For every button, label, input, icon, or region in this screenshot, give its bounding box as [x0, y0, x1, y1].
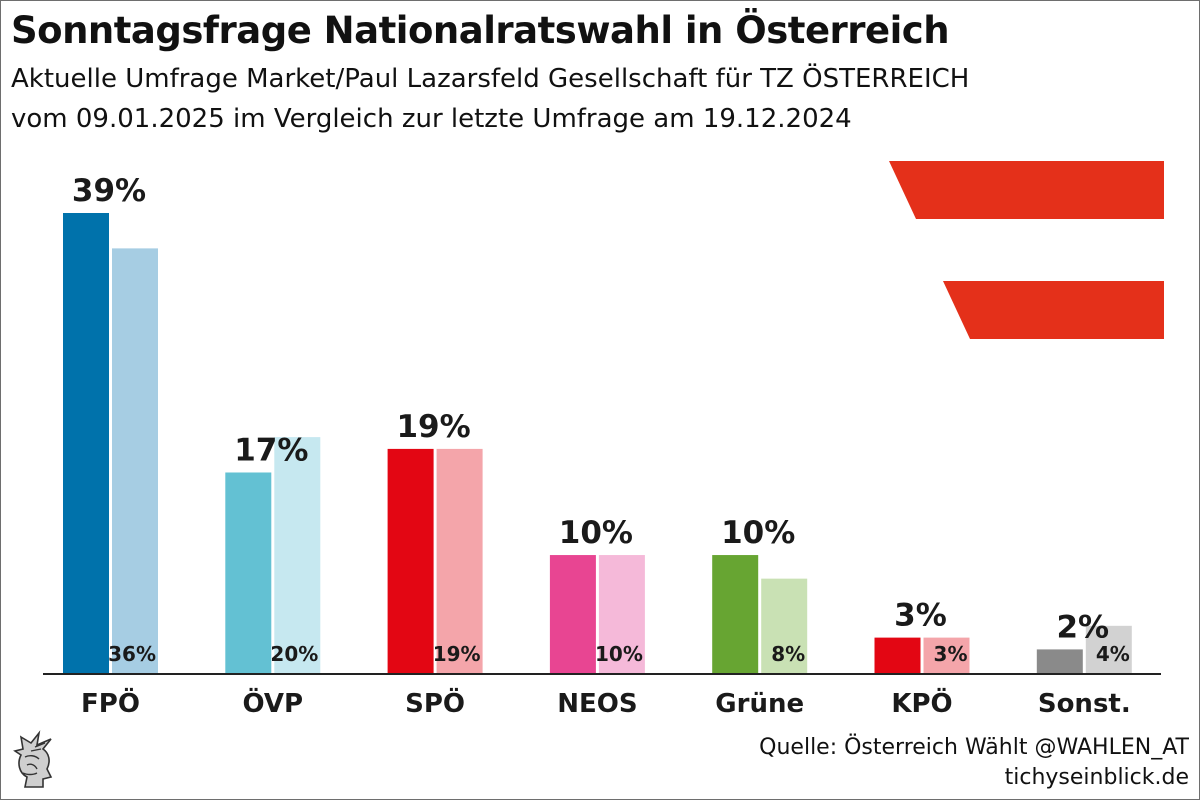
chart-title: Sonntagsfrage Nationalratswahl in Österr… — [11, 9, 950, 52]
mercury-head-logo — [13, 730, 53, 788]
data-label-previous: 19% — [433, 642, 481, 666]
data-label-current: 10% — [559, 515, 633, 551]
data-label-current: 2% — [1056, 609, 1109, 645]
category-label: Sonst. — [1038, 689, 1131, 719]
data-label-previous: 8% — [771, 642, 805, 666]
category-label: KPÖ — [891, 686, 952, 719]
bar-current — [874, 637, 921, 673]
bar-previous — [1085, 625, 1132, 673]
category-label: SPÖ — [405, 686, 465, 719]
bar-previous — [598, 555, 645, 673]
category-label: NEOS — [557, 689, 637, 719]
bar-current — [712, 555, 759, 673]
bar-current — [387, 448, 434, 673]
data-label-previous: 36% — [108, 642, 156, 666]
category-label: Grüne — [715, 689, 804, 719]
bar-current — [549, 555, 596, 673]
bar-current — [1036, 649, 1083, 673]
flag-stripe-top — [889, 161, 1164, 219]
category-label: FPÖ — [81, 686, 140, 719]
chart-subtitle-line1: Aktuelle Umfrage Market/Paul Lazarsfeld … — [11, 64, 970, 94]
source-note: Quelle: Österreich Wählt @WAHLEN_AT — [759, 735, 1189, 760]
bar-previous — [274, 437, 321, 673]
data-label-previous: 4% — [1096, 642, 1130, 666]
source-site: tichyseinblick.de — [1004, 765, 1189, 790]
data-label-current: 19% — [396, 409, 470, 445]
bar-previous — [761, 578, 808, 673]
category-label: ÖVP — [243, 686, 304, 719]
bar-current — [225, 472, 272, 673]
data-label-previous: 10% — [595, 642, 643, 666]
bar-previous — [923, 637, 970, 673]
data-label-current: 3% — [894, 598, 947, 634]
flag-stripe-bottom — [943, 281, 1164, 339]
bar-current — [63, 213, 109, 673]
data-label-previous: 20% — [270, 642, 318, 666]
data-label-current: 10% — [721, 515, 795, 551]
data-label-current: 39% — [72, 173, 146, 209]
bar-previous — [436, 448, 483, 673]
data-label-current: 17% — [234, 432, 308, 468]
chart-subtitle-line2: vom 09.01.2025 im Vergleich zur letzte U… — [11, 104, 852, 134]
data-label-previous: 3% — [934, 642, 968, 666]
bar-previous — [112, 248, 158, 673]
